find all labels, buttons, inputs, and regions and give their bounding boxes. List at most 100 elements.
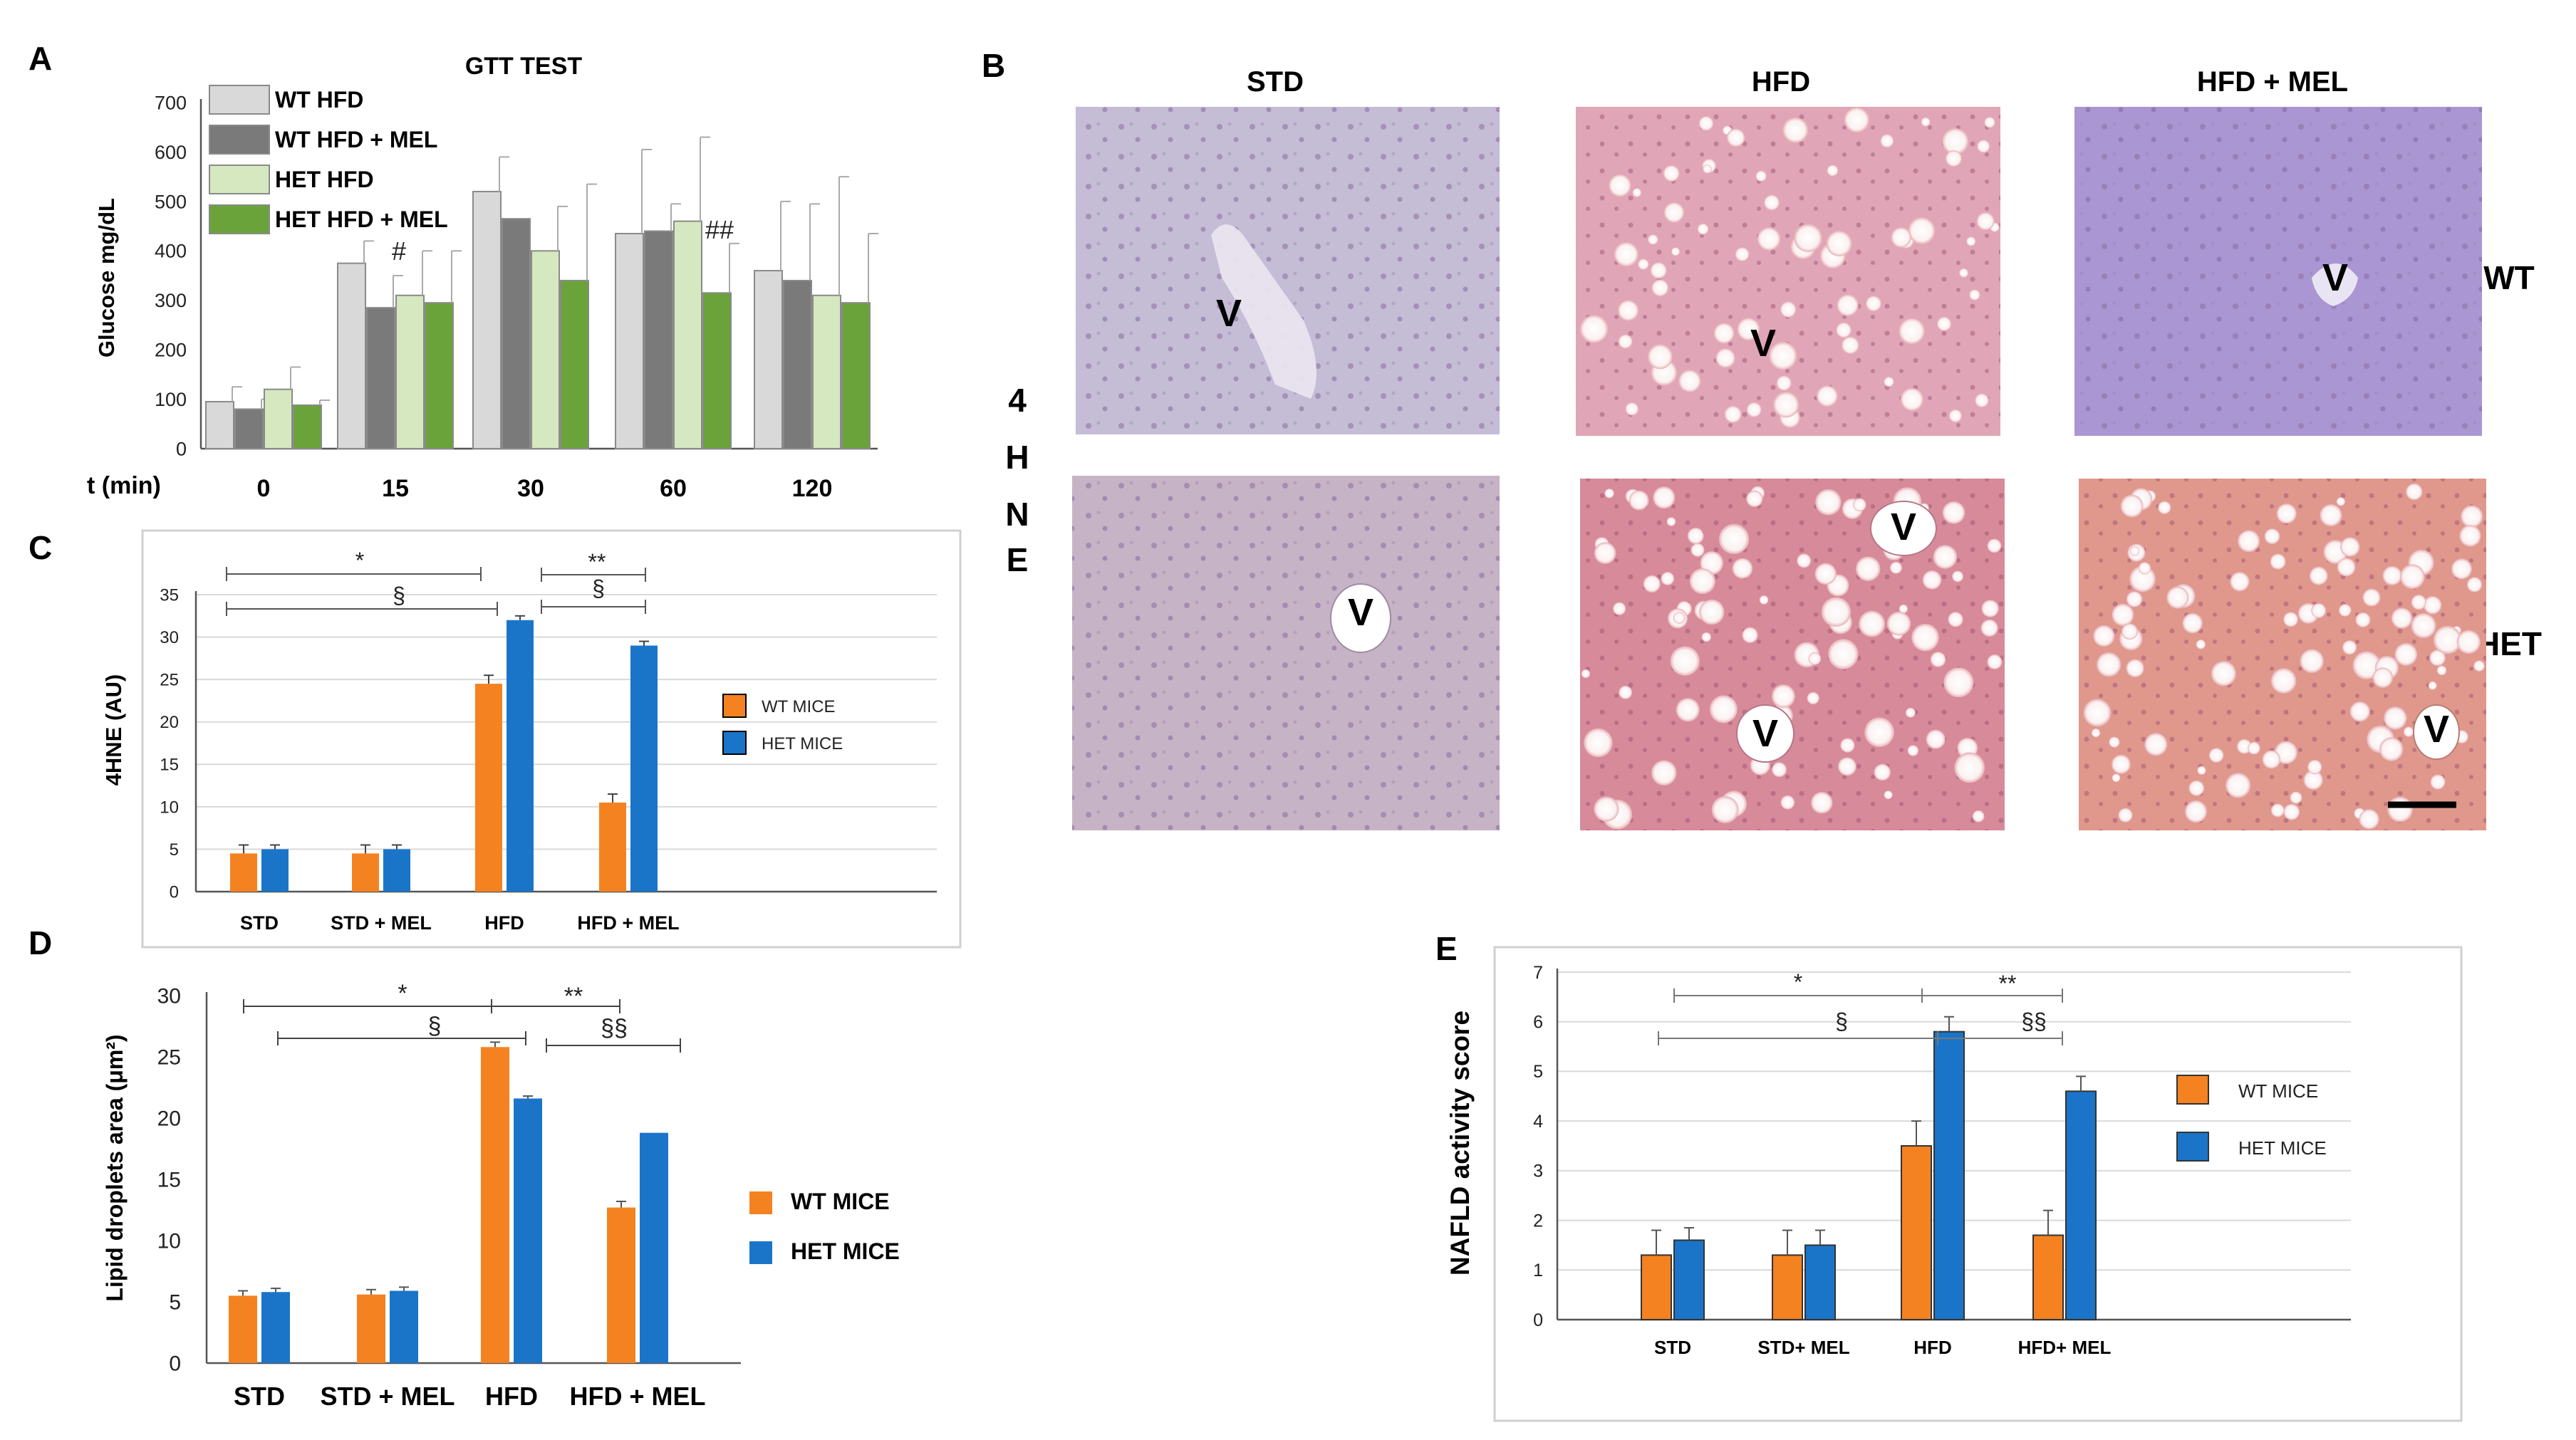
- lipid-droplet: [2083, 699, 2112, 727]
- lipid-droplet: [1618, 334, 1633, 349]
- bar: [293, 404, 322, 449]
- lipid-droplet: [1948, 409, 1962, 422]
- panel-b: B STD HFD HFD + MEL WT HET 4 H N E V V V: [982, 47, 2542, 830]
- lipid-droplet: [2466, 577, 2483, 593]
- lipid-droplet: [2300, 649, 2324, 674]
- y-tick-label: 300: [155, 290, 187, 311]
- lipid-droplet: [1709, 695, 1738, 724]
- panel-label-e: E: [1435, 930, 1458, 967]
- lipid-droplet: [2208, 748, 2224, 763]
- lipid-droplet: [2382, 565, 2402, 585]
- bar: [1933, 1031, 1965, 1320]
- hne-plot: 0 5 10 15 20 25 30 35 STD STD + MEL HFD HFD + MEL WT…: [160, 548, 937, 934]
- lipid-droplets: [2083, 483, 2485, 830]
- histology-image-wt-hfd: V: [1576, 107, 2000, 436]
- lipid-droplet: [1945, 150, 1962, 167]
- bar: [390, 1290, 418, 1363]
- lipid-droplet: [1866, 296, 1881, 312]
- lipid-droplet: [2430, 774, 2446, 790]
- lipid-droplet: [2126, 591, 2143, 607]
- gtt-x-axis-label: t (min): [87, 472, 161, 499]
- lipid-droplet: [1842, 336, 1859, 355]
- lipid-droplet: [1724, 405, 1742, 423]
- bar: [630, 645, 658, 892]
- hne-label-letter-2: H: [1005, 439, 1029, 476]
- legend-swatch: [2176, 1132, 2209, 1162]
- x-tick-label: HFD: [1913, 1337, 1951, 1358]
- lipid-droplet: [2197, 766, 2206, 775]
- legend-label: HET MICE: [791, 1238, 900, 1264]
- lipid-droplet: [1972, 810, 1985, 823]
- lipid-droplet: [1661, 572, 1675, 585]
- lipid-droplet: [2394, 642, 2418, 666]
- x-tick-label: STD: [240, 912, 279, 934]
- lipid-droplet: [1757, 227, 1781, 251]
- lipid-droplet: [2290, 791, 2302, 804]
- lipid-droplet: [2372, 667, 2394, 688]
- y-tick-label: 20: [157, 1107, 181, 1131]
- histology-col-std: STD: [1247, 66, 1304, 98]
- lipid-droplet: [1718, 523, 1750, 555]
- histology-col-hfd: HFD: [1752, 66, 1810, 98]
- bar: [702, 292, 732, 449]
- lipid-droplet: [1594, 796, 1619, 822]
- lipid-droplet: [1959, 268, 1968, 278]
- significance-symbol: **: [1999, 971, 2017, 996]
- legend-swatch: [722, 694, 747, 718]
- lipid-droplet: [1942, 501, 1965, 524]
- annotation: ##: [705, 215, 734, 244]
- lipid-droplet: [2309, 566, 2328, 585]
- panel-a: A GTT TEST Glucose mg/dL t (min) 0 100 200…: [28, 40, 878, 502]
- significance-symbol: §: [393, 583, 405, 608]
- lipid-droplet: [1618, 300, 1639, 321]
- lipid-droplet: [2459, 525, 2481, 547]
- lipid-droplet: [2456, 630, 2481, 654]
- y-tick-label: 600: [155, 142, 187, 163]
- legend-swatch: [209, 165, 270, 194]
- lipid-droplet: [1647, 344, 1673, 370]
- bar: [673, 220, 702, 449]
- lipid-droplet: [2303, 770, 2323, 790]
- lipid-droplet: [2262, 750, 2281, 769]
- lipid-droplet: [1911, 623, 1939, 652]
- lipid-droplet: [1807, 692, 1819, 705]
- lipid-droplet: [1981, 600, 1999, 617]
- lipid-droplet: [1975, 393, 1989, 407]
- lipid-droplet: [2473, 660, 2485, 672]
- y-tick-label: 30: [157, 985, 181, 1008]
- panel-d: D Lipid droplets area (μm²) 0 5 10 15 20 25 30…: [28, 924, 900, 1411]
- lipid-droplet: [1921, 117, 1931, 127]
- lipid-droplet: [1837, 757, 1856, 776]
- x-tick-label: HFD: [485, 1382, 538, 1411]
- lipid-droplet: [2338, 604, 2352, 617]
- lipid-droplet: [1942, 128, 1969, 155]
- y-tick-label: 10: [160, 798, 179, 817]
- lipid-droplet: [1772, 762, 1787, 778]
- lipid-droplet: [1715, 348, 1735, 368]
- lipid-droplet: [2096, 652, 2121, 677]
- lipid-droplet: [2093, 625, 2115, 647]
- lipid-droplet: [1759, 595, 1769, 605]
- x-tick-label: 30: [517, 475, 544, 502]
- bar: [234, 408, 264, 450]
- lipid-droplet: [1889, 561, 1902, 574]
- bar: [754, 270, 783, 449]
- lipid-droplet: [2400, 564, 2425, 589]
- lipid-droplet: [1922, 570, 1942, 590]
- lipid-droplet: [1926, 729, 1946, 749]
- lipid-droplet: [2166, 586, 2189, 609]
- lipid-droplet: [2283, 803, 2300, 820]
- bar: [264, 388, 293, 450]
- lipid-droplet: [1837, 294, 1859, 316]
- lipid-droplet: [2270, 668, 2297, 694]
- vessel-label: V: [2322, 256, 2348, 299]
- lipid-droplet: [1614, 241, 1638, 267]
- legend-swatch: [749, 1191, 772, 1214]
- lipid-droplet: [2238, 530, 2260, 553]
- lipid-droplet: [1826, 230, 1852, 256]
- bar: [230, 853, 257, 892]
- hne-label-letter-1: 4: [1008, 382, 1027, 419]
- lipid-droplet: [1773, 392, 1799, 418]
- bar: [644, 230, 673, 449]
- lipid-droplet: [1943, 667, 1974, 698]
